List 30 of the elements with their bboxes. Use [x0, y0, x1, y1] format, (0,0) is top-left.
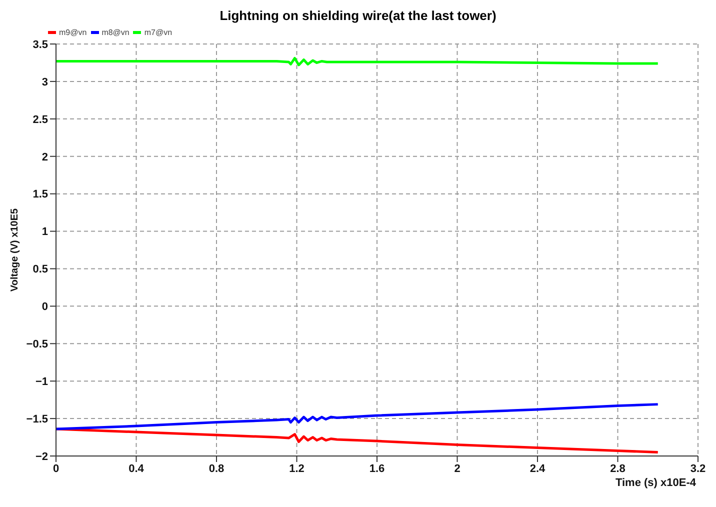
y-tick-label: 1.5: [32, 188, 48, 201]
chart-title: Lightning on shielding wire(at the last tower): [218, 8, 498, 25]
line-series: [56, 403, 660, 430]
x-tick-label: 2.8: [610, 462, 626, 475]
y-axis-title: Voltage (V) x10E5: [10, 208, 21, 292]
y-tick-label: −1.5: [26, 413, 48, 426]
legend-label: m9@vn: [58, 26, 87, 38]
x-tick-label: 0: [52, 462, 60, 475]
y-tick-label: 3.5: [32, 38, 48, 51]
legend-label: m7@vn: [143, 26, 172, 38]
x-tick-label: 2: [454, 462, 460, 475]
y-tick-label: −0.5: [26, 338, 48, 351]
y-tick-label: −1: [35, 376, 48, 388]
y-tick-label: −2: [35, 450, 48, 463]
x-tick-label: 1.6: [369, 462, 385, 475]
x-tick-label: 0.8: [208, 462, 224, 475]
x-tick-label: 3.2: [690, 462, 706, 475]
y-tick-label: 0.5: [32, 264, 48, 276]
y-tick-label: 3: [42, 76, 48, 88]
x-tick-label: 0.4: [128, 462, 145, 475]
x-axis-title: Time (s) x10E-4: [615, 477, 697, 489]
legend-label: m8@vn: [100, 26, 130, 38]
y-tick-label: 2.5: [32, 114, 48, 126]
line-series: [56, 56, 660, 66]
y-tick-label: 0: [42, 301, 48, 314]
y-tick-label: 2: [42, 151, 48, 164]
line-series: [56, 428, 660, 454]
y-tick-label: 1: [42, 226, 48, 238]
x-tick-label: 2.4: [530, 462, 546, 475]
x-tick-label: 1.2: [289, 462, 304, 475]
